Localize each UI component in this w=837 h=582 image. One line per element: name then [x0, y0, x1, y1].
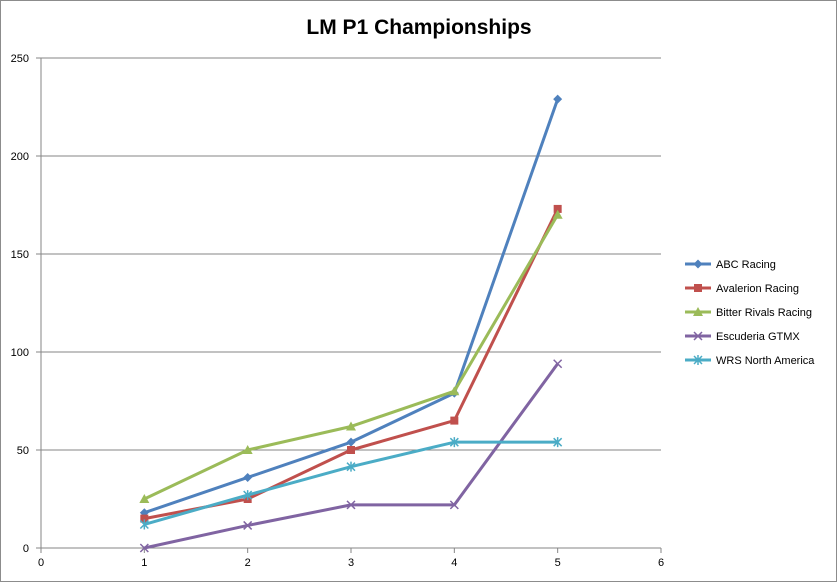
legend-marker — [694, 284, 702, 292]
x-tick-label: 0 — [38, 557, 44, 569]
legend-entry: Avalerion Racing — [685, 283, 799, 295]
legend-marker — [693, 259, 703, 269]
data-point — [139, 494, 150, 503]
series-line — [144, 362, 559, 550]
y-tick-label: 0 — [23, 543, 29, 555]
legend-marker — [693, 355, 703, 365]
chart-title: LM P1 Championships — [306, 16, 531, 39]
data-point — [553, 359, 563, 369]
series-lines — [139, 94, 563, 553]
data-point — [139, 519, 149, 530]
data-point — [243, 490, 253, 501]
data-point — [243, 472, 253, 482]
y-tick-label: 250 — [11, 53, 29, 65]
legend-entry: Escuderia GTMX — [685, 331, 800, 343]
series-1 — [140, 204, 562, 523]
axes: 0 50 100 150 200 250 0 1 2 3 4 5 6 — [11, 53, 664, 569]
data-point — [449, 437, 459, 448]
x-tick-label: 4 — [451, 557, 457, 569]
series-3 — [139, 359, 563, 553]
legend: ABC Racing Avalerion Racing Bitter Rivals … — [685, 259, 815, 367]
legend-entry: ABC Racing — [685, 259, 776, 271]
data-point — [346, 437, 356, 447]
data-point — [242, 445, 253, 454]
legend-label: ABC Racing — [716, 259, 776, 271]
data-point — [450, 416, 459, 425]
legend-label: WRS North America — [716, 355, 815, 367]
legend-label: Escuderia GTMX — [716, 331, 800, 343]
data-point — [140, 514, 149, 523]
legend-label: Avalerion Racing — [716, 283, 799, 295]
x-tick-label: 6 — [658, 557, 664, 569]
data-point — [347, 446, 355, 454]
series-line — [143, 214, 559, 501]
series-2 — [139, 209, 563, 503]
data-point — [553, 94, 563, 104]
legend-entry: Bitter Rivals Racing — [685, 307, 812, 319]
x-tick-label: 5 — [555, 557, 561, 569]
series-4 — [139, 437, 563, 530]
data-point — [553, 204, 562, 213]
data-point — [553, 437, 563, 448]
gridlines — [41, 57, 661, 451]
data-point — [139, 543, 149, 553]
legend-marker — [693, 307, 703, 316]
legend-marker — [693, 331, 703, 341]
y-tick-label: 200 — [11, 151, 29, 163]
x-tick-label: 2 — [245, 557, 251, 569]
legend-entry: WRS North America — [685, 355, 815, 367]
x-tick-label: 3 — [348, 557, 354, 569]
data-point — [243, 520, 253, 530]
y-tick-label: 150 — [11, 249, 29, 261]
data-point — [552, 209, 563, 219]
y-tick-label: 50 — [17, 445, 29, 457]
data-point — [449, 386, 460, 396]
series-line — [144, 208, 560, 521]
x-tick-label: 1 — [141, 557, 147, 569]
series-line — [143, 440, 558, 526]
y-tick-label: 100 — [11, 347, 29, 359]
legend-label: Bitter Rivals Racing — [716, 307, 812, 319]
data-point — [346, 500, 356, 510]
data-point — [346, 421, 356, 431]
data-point — [346, 461, 356, 472]
data-point — [449, 500, 459, 510]
